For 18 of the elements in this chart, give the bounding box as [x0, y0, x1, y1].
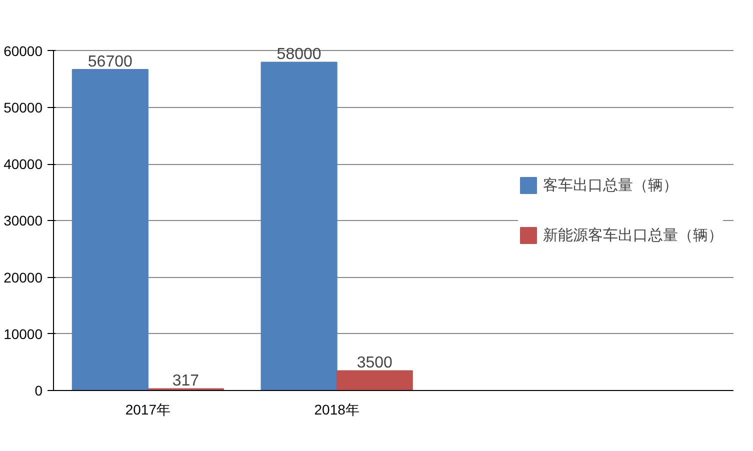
legend-label: 客车出口总量（辆） — [543, 176, 678, 194]
y-tick-label: 60000 — [4, 42, 43, 59]
y-tick-label: 10000 — [4, 326, 43, 342]
y-tick-label: 30000 — [4, 212, 43, 229]
x-tick-label: 2017年 — [125, 402, 171, 418]
data-label: 3500 — [356, 354, 393, 372]
y-tick-label: 40000 — [4, 156, 43, 172]
x-tick-label: 2018年 — [314, 402, 360, 418]
data-label: 317 — [172, 372, 200, 390]
y-tick-label: 50000 — [4, 99, 43, 116]
data-label: 56700 — [88, 54, 133, 71]
y-tick-label: 0 — [34, 382, 43, 398]
bar — [72, 69, 148, 390]
y-tick-label: 20000 — [4, 269, 43, 286]
data-label: 58000 — [276, 46, 322, 64]
bar — [336, 370, 413, 390]
legend-label: 新能源客车出口总量（辆） — [543, 226, 723, 244]
bar — [260, 62, 338, 390]
